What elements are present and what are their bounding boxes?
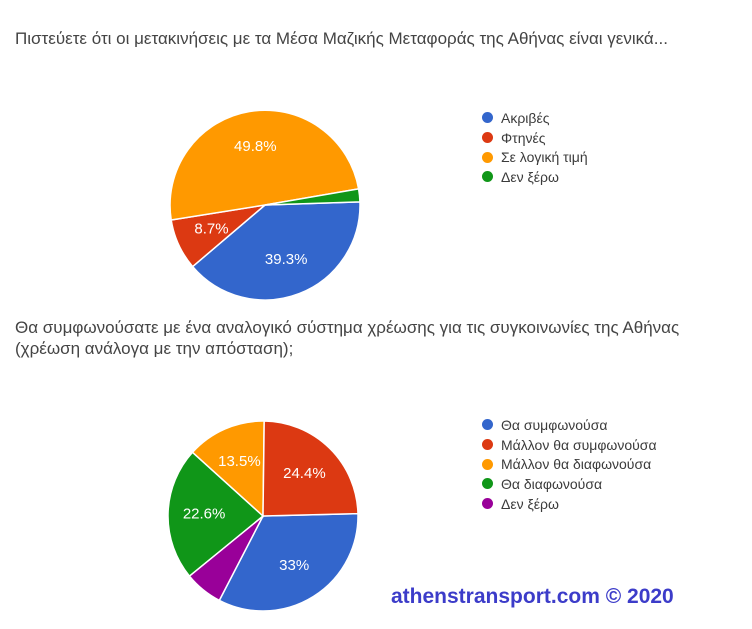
svg-text:8.7%: 8.7% bbox=[194, 221, 228, 238]
svg-text:24.4%: 24.4% bbox=[283, 465, 326, 482]
svg-text:13.5%: 13.5% bbox=[218, 453, 261, 470]
svg-text:33%: 33% bbox=[279, 557, 309, 574]
svg-text:22.6%: 22.6% bbox=[183, 505, 226, 522]
svg-text:39.3%: 39.3% bbox=[265, 251, 308, 268]
svg-text:49.8%: 49.8% bbox=[234, 138, 277, 155]
